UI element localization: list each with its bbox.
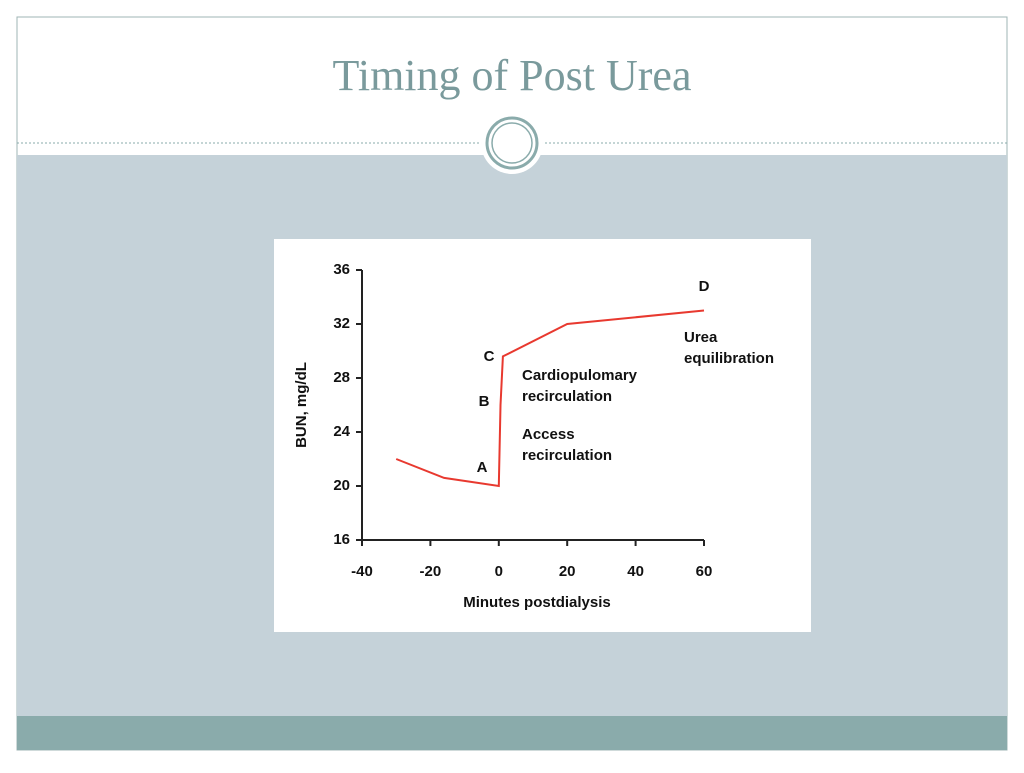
y-tick-label: 32 [333, 315, 350, 332]
annotation: Urea [684, 329, 718, 346]
ornament-inner [491, 122, 533, 164]
x-tick-label: -40 [351, 563, 373, 580]
annotation: D [699, 278, 710, 295]
annotation: Cardiopulomary [522, 367, 638, 384]
annotation: recirculation [522, 388, 612, 405]
y-axis-label: BUN, mg/dL [293, 362, 310, 448]
y-tick-label: 36 [333, 261, 350, 278]
slide-title: Timing of Post Urea [333, 51, 692, 100]
x-tick-label: 0 [495, 563, 503, 580]
x-tick-label: 20 [559, 563, 576, 580]
ornament [485, 116, 539, 170]
x-tick-label: 60 [696, 563, 713, 580]
y-tick-label: 28 [333, 369, 350, 386]
data-line [395, 309, 705, 488]
annotation: Access [522, 426, 575, 443]
annotation: recirculation [522, 447, 612, 464]
y-tick-label: 20 [333, 477, 350, 494]
x-tick-label: -20 [420, 563, 442, 580]
annotation: B [479, 393, 490, 410]
chart: 16 20 24 28 32 36 -40 -20 0 20 40 60 Minutes postdia… [293, 261, 774, 611]
annotation: C [484, 348, 495, 365]
annotation: A [477, 459, 488, 476]
chart-panel [274, 239, 811, 632]
annotation: equilibration [684, 350, 774, 367]
y-tick-label: 24 [333, 423, 350, 440]
x-axis-label: Minutes postdialysis [463, 594, 611, 611]
y-tick-label: 16 [333, 531, 350, 548]
x-tick-label: 40 [627, 563, 644, 580]
footer-bar [17, 716, 1007, 750]
